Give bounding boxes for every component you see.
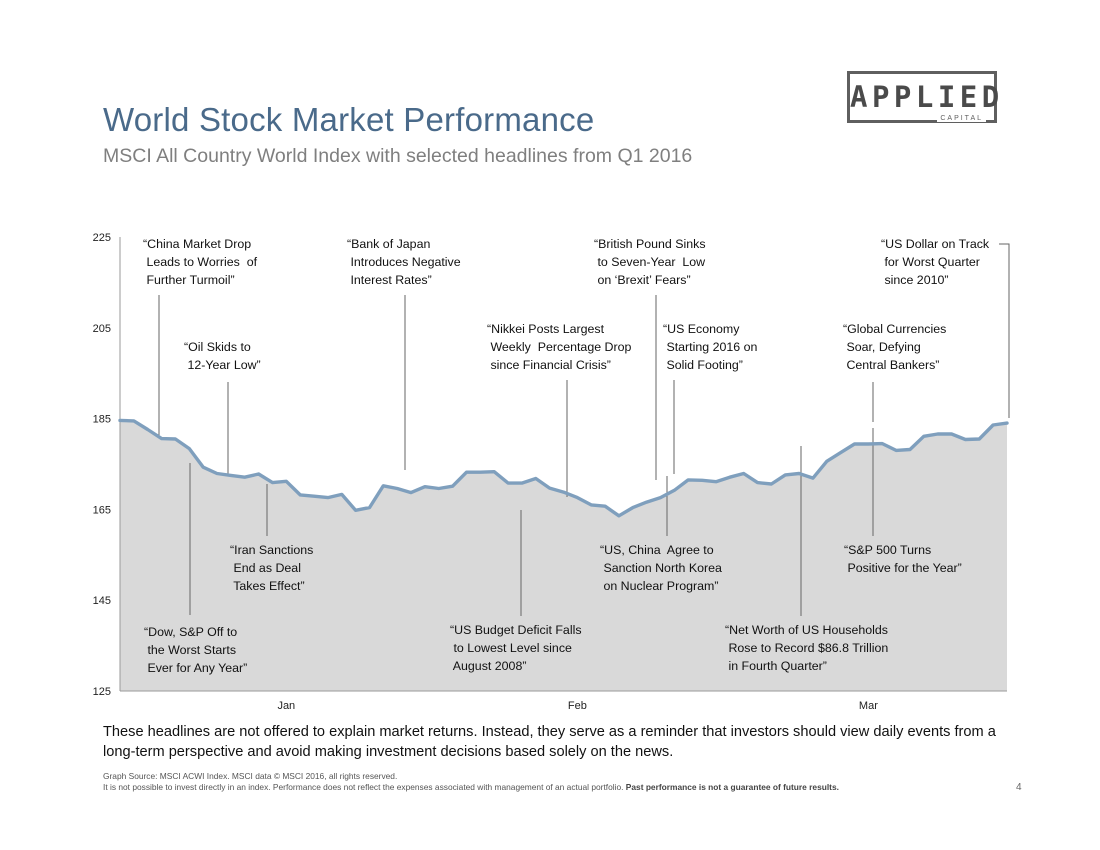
headline-text-layer: “China Market Drop Leads to Worries of F…	[143, 237, 990, 675]
headline-annotation: “China Market Drop Leads to Worries of F…	[143, 237, 258, 287]
headline-line: Weekly Percentage Drop	[487, 340, 632, 354]
page-subtitle: MSCI All Country World Index with select…	[103, 145, 693, 167]
headline-line: since Financial Crisis”	[487, 358, 611, 372]
headline-line: on ‘Brexit’ Fears”	[594, 273, 691, 287]
headline-line: Rose to Record $86.8 Trillion	[725, 641, 888, 655]
page-title: World Stock Market Performance	[103, 101, 595, 138]
headline-annotation: “US Dollar on Track for Worst Quarter si…	[881, 237, 990, 287]
headline-line: Further Turmoil”	[143, 273, 235, 287]
headline-line: for Worst Quarter	[881, 255, 980, 269]
disclaimer-text: These headlines are not offered to expla…	[103, 724, 996, 760]
y-tick-label: 205	[93, 323, 111, 335]
headline-line: Introduces Negative	[347, 255, 461, 269]
chart-axis-layer: 125 145 165 185 205 225 Jan Feb Mar	[93, 232, 1007, 712]
headline-line: Positive for the Year”	[844, 561, 962, 575]
headline-annotation: “US Budget Deficit Falls to Lowest Level…	[450, 623, 582, 673]
headline-annotation: “Bank of Japan Introduces Negative Inter…	[347, 237, 461, 287]
source-line: Graph Source: MSCI ACWI Index. MSCI data…	[103, 771, 398, 781]
headline-annotation: “Nikkei Posts Largest Weekly Percentage …	[487, 322, 632, 372]
headline-line: Interest Rates”	[347, 273, 432, 287]
index-series-line	[118, 418, 1009, 518]
headline-line: End as Deal	[230, 561, 301, 575]
x-tick-label: Feb	[568, 700, 587, 712]
logo-subtext: CAPITAL	[937, 115, 986, 122]
headline-line: Takes Effect”	[230, 579, 305, 593]
headline-line: “China Market Drop	[143, 237, 251, 251]
headline-line: “Global Currencies	[843, 322, 946, 336]
headline-line: Central Bankers”	[843, 358, 939, 372]
headline-annotation: “Global Currencies Soar, Defying Central…	[843, 322, 946, 372]
headline-annotation: “Iran Sanctions End as Deal Takes Effect…	[230, 543, 313, 593]
x-tick-label: Mar	[859, 700, 878, 712]
y-tick-label: 145	[93, 595, 111, 607]
headline-annotation: “Oil Skids to 12-Year Low”	[184, 340, 261, 372]
y-tick-label: 165	[93, 504, 111, 516]
y-tick-label: 225	[93, 232, 111, 244]
page-number: 4	[1016, 782, 1022, 793]
headline-annotation: “US, China Agree to Sanction North Korea…	[600, 543, 722, 593]
headline-line: August 2008”	[450, 659, 526, 673]
headline-annotation: “British Pound Sinks to Seven-Year Low o…	[594, 237, 706, 287]
headline-line: “British Pound Sinks	[594, 237, 706, 251]
headline-line: Sanction North Korea	[600, 561, 722, 575]
x-tick-label: Jan	[277, 700, 295, 712]
headline-line: Starting 2016 on	[663, 340, 757, 354]
headline-line: “Nikkei Posts Largest	[487, 322, 605, 336]
performance-note: It is not possible to invest directly in…	[103, 782, 839, 793]
headline-line: “S&P 500 Turns	[844, 543, 931, 557]
y-tick-label: 185	[93, 414, 111, 426]
headline-line: “US Dollar on Track	[881, 237, 990, 251]
y-tick-label: 125	[93, 686, 111, 698]
headline-line: “US Economy	[663, 322, 740, 336]
headline-line: Solid Footing”	[663, 358, 743, 372]
headline-line: Ever for Any Year”	[144, 661, 247, 675]
headline-line: “Oil Skids to	[184, 340, 251, 354]
headline-line: on Nuclear Program”	[600, 579, 718, 593]
headline-line: “US Budget Deficit Falls	[450, 623, 582, 637]
company-logo: APPLIED CAPITAL	[847, 71, 1004, 123]
headline-annotation: “Dow, S&P Off to the Worst Starts Ever f…	[144, 625, 247, 675]
note-bold: Past performance is not a guarantee of f…	[625, 782, 839, 792]
headline-line: “Iran Sanctions	[230, 543, 313, 557]
headline-line: since 2010”	[881, 273, 949, 287]
note-text: It is not possible to invest directly in…	[103, 782, 624, 792]
chart-line-layer	[118, 418, 1009, 518]
headline-line: “Dow, S&P Off to	[144, 625, 237, 639]
headline-leader-line	[999, 243, 1010, 418]
headline-line: Leads to Worries of	[143, 255, 258, 269]
headline-line: the Worst Starts	[144, 643, 236, 657]
index-area-fill	[120, 420, 1007, 691]
headline-line: “Net Worth of US Households	[725, 623, 888, 637]
logo-wordmark: APPLIED	[850, 80, 1004, 114]
headline-annotation: “Net Worth of US Households Rose to Reco…	[725, 623, 888, 673]
headline-line: in Fourth Quarter”	[725, 659, 827, 673]
headline-line: 12-Year Low”	[184, 358, 261, 372]
headline-line: to Seven-Year Low	[594, 255, 705, 269]
chart-area-layer	[120, 420, 1007, 691]
headline-annotation: “S&P 500 Turns Positive for the Year”	[844, 543, 962, 575]
headline-annotation: “US Economy Starting 2016 on Solid Footi…	[663, 322, 757, 372]
headline-line: “Bank of Japan	[347, 237, 430, 251]
headline-line: “US, China Agree to	[600, 543, 714, 557]
source-note: Graph Source: MSCI ACWI Index. MSCI data…	[103, 771, 839, 793]
headline-line: to Lowest Level since	[450, 641, 572, 655]
headline-line: Soar, Defying	[843, 340, 921, 354]
